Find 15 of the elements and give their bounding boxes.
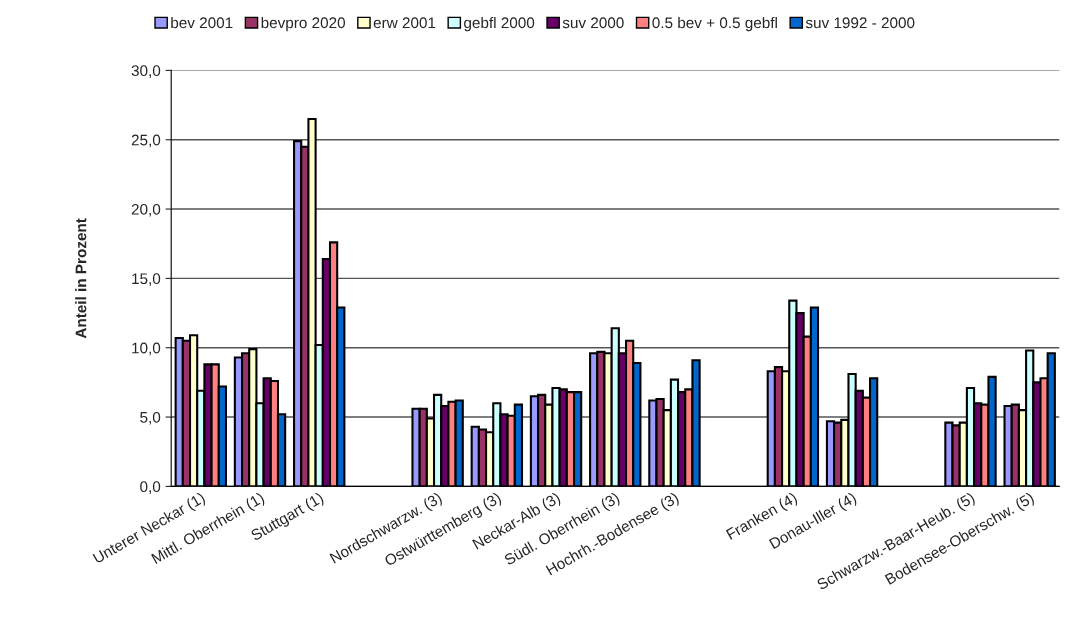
y-tick-label: 10,0 — [132, 342, 161, 356]
legend-label: 0.5 bev + 0.5 gebfl — [652, 16, 777, 32]
y-tick-label: 15,0 — [132, 273, 161, 286]
y-tick-label: 20,0 — [131, 203, 161, 217]
y-axis-title: Anteil in Prozent — [75, 218, 87, 339]
legend-label: bev 2001 — [171, 16, 233, 29]
y-tick-label: 25,0 — [131, 134, 161, 148]
legend-label: bevpro 2020 — [261, 16, 345, 32]
legend-label: erw 2001 — [373, 17, 436, 29]
legend-label: suv 1992 - 2000 — [805, 17, 915, 29]
y-tick-label: 0,0 — [140, 481, 161, 494]
legend-label: suv 2000 — [562, 17, 624, 29]
y-tick-label: 30,0 — [131, 65, 161, 78]
legend-label: gebfl 2000 — [464, 16, 535, 32]
y-tick-label: 5,0 — [140, 411, 161, 425]
